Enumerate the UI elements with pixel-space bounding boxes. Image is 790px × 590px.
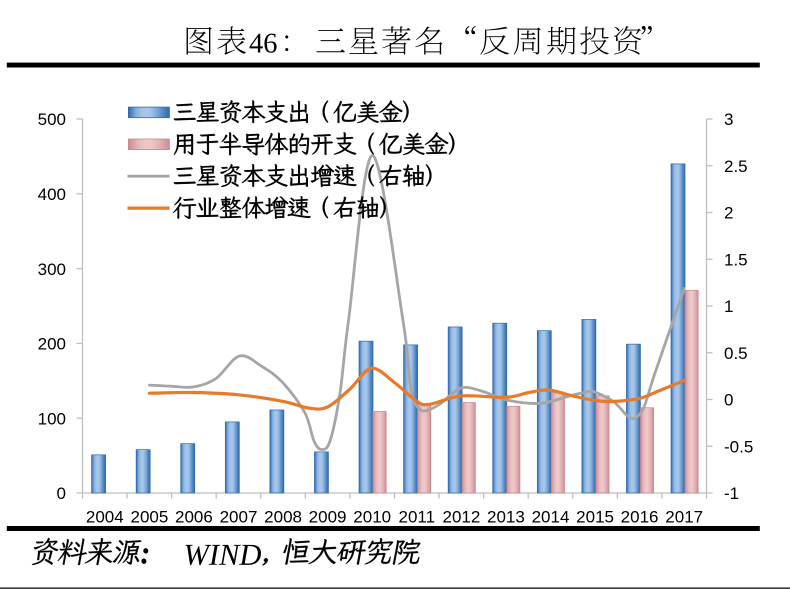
svg-text:100: 100 <box>38 409 66 428</box>
svg-text:2011: 2011 <box>399 507 436 526</box>
svg-text:2006: 2006 <box>175 507 213 526</box>
svg-text:2005: 2005 <box>130 507 168 526</box>
svg-text:2016: 2016 <box>621 507 659 526</box>
svg-text:2007: 2007 <box>220 507 258 526</box>
svg-text:2017: 2017 <box>665 507 703 526</box>
svg-text:1: 1 <box>724 297 733 316</box>
svg-text:2008: 2008 <box>264 507 302 526</box>
svg-text:0: 0 <box>724 391 733 410</box>
svg-text:2013: 2013 <box>487 507 525 526</box>
svg-text:2012: 2012 <box>442 507 480 526</box>
svg-text:2.5: 2.5 <box>724 157 748 176</box>
svg-text:3: 3 <box>724 110 733 129</box>
svg-text:2004: 2004 <box>86 507 124 526</box>
svg-text:1.5: 1.5 <box>724 250 748 269</box>
svg-text:2014: 2014 <box>532 507 570 526</box>
svg-text:2010: 2010 <box>353 507 391 526</box>
svg-text:500: 500 <box>38 110 66 129</box>
svg-text:-0.5: -0.5 <box>724 437 753 456</box>
svg-text:400: 400 <box>38 185 66 204</box>
svg-text:2009: 2009 <box>309 507 347 526</box>
svg-text:-1: -1 <box>724 484 739 503</box>
svg-text:300: 300 <box>38 260 66 279</box>
svg-text:2: 2 <box>724 204 733 223</box>
svg-text:200: 200 <box>38 335 66 354</box>
svg-text:2015: 2015 <box>576 507 614 526</box>
svg-text:0: 0 <box>57 484 66 503</box>
svg-text:0.5: 0.5 <box>724 344 748 363</box>
